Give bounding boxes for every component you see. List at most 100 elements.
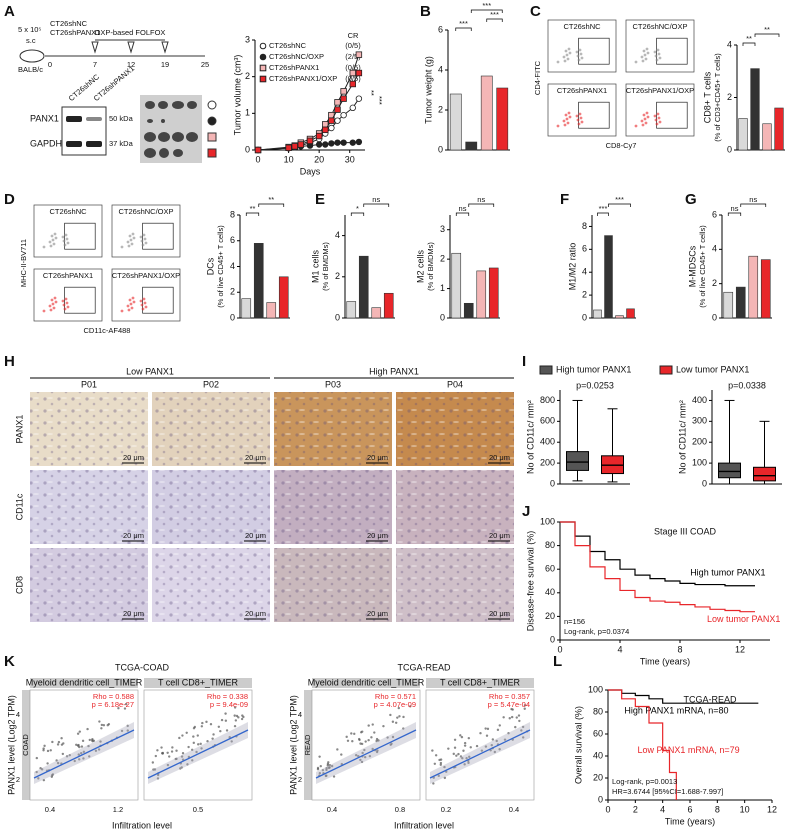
scatter-dot xyxy=(475,744,479,748)
scale-label: 20 μm xyxy=(367,453,388,462)
event-cloud xyxy=(556,124,560,128)
box xyxy=(566,451,589,471)
annotation: n=156 xyxy=(564,617,585,626)
stain-label: CD11c xyxy=(14,493,24,520)
event-cloud xyxy=(61,299,65,303)
bar xyxy=(253,243,264,319)
scatter-dot xyxy=(328,763,332,767)
sig-label: * xyxy=(356,204,359,213)
x-tick-label: 12 xyxy=(767,804,777,814)
scatter-dot xyxy=(391,720,395,723)
scatter-dot xyxy=(219,729,222,733)
scatter-dot xyxy=(50,775,53,778)
scatter-dot xyxy=(192,741,195,745)
x-tick-label: 0 xyxy=(557,644,562,654)
group-symbol xyxy=(207,116,217,126)
event-cloud xyxy=(142,297,146,301)
p-value: p = 4.07e-09 xyxy=(374,700,416,709)
histology-texture xyxy=(152,470,270,544)
point xyxy=(355,95,363,102)
cell-line: CT26shPANX1 xyxy=(50,28,100,37)
scatter-dot xyxy=(382,724,385,728)
event-cloud xyxy=(48,240,52,244)
y-tick-label: 100 xyxy=(540,516,555,526)
event-cloud xyxy=(52,306,56,310)
patient-label: P04 xyxy=(447,379,463,389)
survival-curve xyxy=(560,521,755,613)
scatter-dot xyxy=(43,744,46,748)
point xyxy=(306,137,314,145)
histology-texture xyxy=(274,392,392,466)
scatter-dot xyxy=(79,752,83,755)
bar xyxy=(451,252,462,319)
legend-cr: (2/5) xyxy=(345,52,361,61)
event-cloud xyxy=(63,243,67,247)
scatter-dot xyxy=(78,758,81,761)
event-cloud xyxy=(566,57,570,61)
point xyxy=(355,51,363,58)
bar xyxy=(774,107,784,151)
y-axis-label: M1/M2 ratio xyxy=(567,243,577,291)
scatter-dot xyxy=(324,774,328,778)
event-cloud xyxy=(42,309,46,313)
bar xyxy=(449,93,462,151)
day: 0 xyxy=(48,60,52,69)
scatter-dot xyxy=(511,708,514,711)
y-tick-label: 3 xyxy=(245,34,250,44)
x-tick-label: 0.4 xyxy=(327,805,337,814)
sample-label: CT26shNC/OXP xyxy=(118,207,173,216)
sig-bracket xyxy=(597,212,609,216)
annotation: Log-rank, p=0.0013 xyxy=(612,777,677,786)
y-axis-label: (% of CD3+CD45+ T cells) xyxy=(713,53,722,142)
flow-plot xyxy=(625,19,695,73)
y-tick-label: 40 xyxy=(545,587,555,597)
scatter-dot xyxy=(479,731,482,735)
y-tick-label: 0 xyxy=(245,144,250,154)
scatter-dot xyxy=(510,715,514,719)
trend-line xyxy=(33,729,135,779)
scatter-dot xyxy=(340,753,343,756)
scatter-dot xyxy=(351,740,354,743)
scatter-dot xyxy=(154,754,158,758)
gate xyxy=(656,37,688,65)
mouse: BALB/c xyxy=(18,65,43,74)
y-tick-label: 4 xyxy=(727,39,732,49)
scatter-dot xyxy=(409,705,412,708)
scatter-dot xyxy=(523,704,527,707)
scale-label: 20 μm xyxy=(489,531,510,540)
y-tick-label: 2 xyxy=(440,254,445,264)
scatter-dot xyxy=(319,764,322,768)
event-cloud xyxy=(565,53,569,57)
day: 19 xyxy=(161,60,169,69)
scatter-dot xyxy=(485,734,489,737)
scatter-dot xyxy=(178,736,181,740)
scatter-dot xyxy=(371,747,374,751)
event-cloud xyxy=(64,233,68,237)
scatter-dot xyxy=(327,766,331,770)
scatter-dot xyxy=(493,750,497,754)
gate xyxy=(578,37,610,65)
scatter-dot xyxy=(100,727,103,730)
scatter-dot xyxy=(94,749,98,752)
scatter-dot xyxy=(359,758,362,762)
x-tick-label: 10 xyxy=(284,154,294,164)
sample-label: CT26shPANX1 xyxy=(557,86,607,95)
bar xyxy=(480,75,493,151)
scatter-dot xyxy=(234,719,238,722)
scatter-dot xyxy=(465,757,468,760)
group-label: High PANX1 xyxy=(369,366,419,376)
group-label: Low PANX1 xyxy=(126,366,174,376)
event-cloud xyxy=(653,50,657,54)
x-tick-label: 12 xyxy=(735,644,745,654)
event-cloud xyxy=(577,58,581,62)
rho: Rho = 0.588 xyxy=(93,692,134,701)
scatter-dot xyxy=(42,749,45,752)
event-cloud xyxy=(132,300,136,304)
scatter-dot xyxy=(240,717,244,721)
histology-texture xyxy=(274,548,392,622)
bar xyxy=(346,301,357,319)
scatter-dot xyxy=(325,768,328,772)
scatter-dot xyxy=(386,736,389,739)
y-axis-label: No of CD11c/ mm² xyxy=(677,400,687,474)
sig-bracket xyxy=(727,212,742,216)
